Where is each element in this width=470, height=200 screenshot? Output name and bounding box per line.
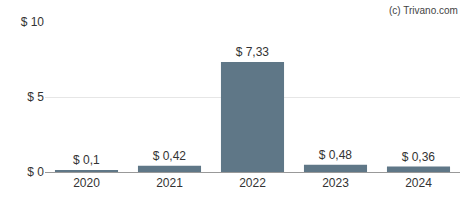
svg-text:2021: 2021 [156, 176, 183, 190]
svg-text:$ 7,33: $ 7,33 [236, 45, 270, 59]
svg-text:$ 0,42: $ 0,42 [153, 149, 187, 163]
svg-text:2024: 2024 [405, 176, 432, 190]
svg-text:2023: 2023 [322, 176, 349, 190]
svg-text:$ 5: $ 5 [27, 90, 44, 104]
svg-text:2020: 2020 [73, 176, 100, 190]
svg-text:2022: 2022 [239, 176, 266, 190]
svg-text:$ 0: $ 0 [27, 165, 44, 179]
svg-text:$ 10: $ 10 [21, 15, 45, 29]
svg-text:$ 0,1: $ 0,1 [73, 153, 100, 167]
svg-text:(c) Trivano.com: (c) Trivano.com [389, 5, 458, 16]
svg-text:$ 0,36: $ 0,36 [402, 150, 436, 164]
svg-text:$ 0,48: $ 0,48 [319, 148, 353, 162]
